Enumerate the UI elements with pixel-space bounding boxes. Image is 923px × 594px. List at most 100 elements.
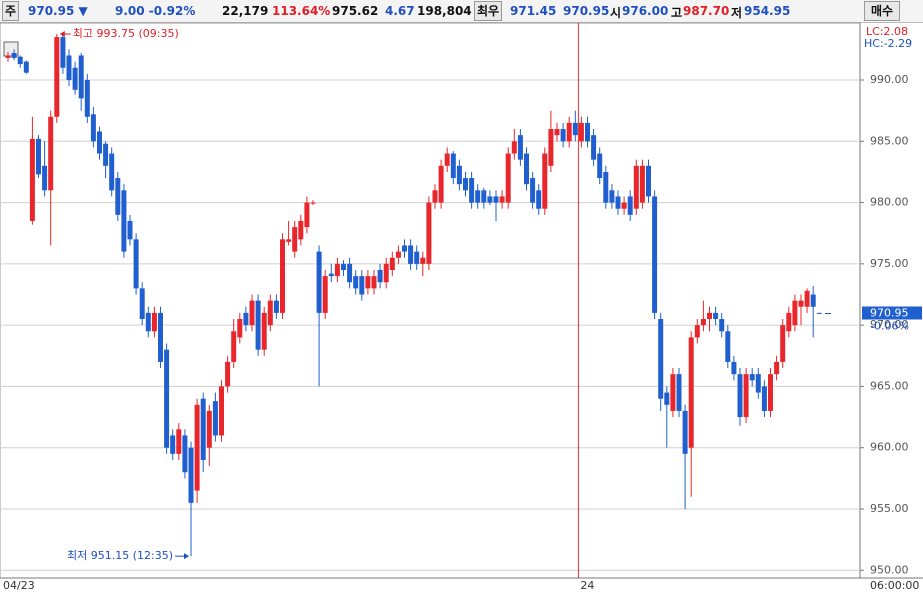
tag: 시: [610, 6, 622, 20]
candle-body: [139, 288, 145, 320]
candle-body: [798, 300, 804, 307]
candle-body: [17, 56, 23, 65]
candle-body: [237, 319, 243, 338]
candle-body: [749, 374, 755, 381]
candle-body: [658, 319, 664, 399]
buy-button[interactable]: 매수: [864, 1, 901, 21]
candle-body: [115, 178, 121, 215]
amount: 198,804: [417, 4, 472, 18]
candle-body: [719, 319, 725, 332]
open: 976.00: [622, 4, 669, 18]
candle-body: [688, 337, 694, 448]
candle-body: [499, 196, 505, 203]
candle-body: [322, 276, 328, 313]
candle-body: [383, 263, 389, 283]
candle-body: [267, 300, 273, 326]
candle-body: [426, 202, 432, 264]
candle-body: [359, 276, 365, 295]
candle-body: [456, 165, 462, 185]
candle-body: [664, 392, 670, 405]
candle-body: [5, 55, 11, 58]
candle-body: [298, 220, 304, 240]
candle-body: [646, 165, 651, 197]
candle-body: [286, 239, 292, 242]
candle-body: [463, 178, 468, 191]
candle-body: [725, 331, 731, 362]
candle-body: [109, 153, 115, 191]
y-tick-label: 950.00: [870, 563, 909, 576]
candle-body: [536, 190, 542, 209]
candle-body: [164, 349, 170, 448]
candle-body: [133, 239, 139, 289]
candle-body: [816, 312, 822, 314]
candle-body: [774, 361, 780, 375]
candle-body: [48, 116, 54, 191]
candle-body: [170, 435, 176, 454]
candle-body: [780, 325, 786, 362]
candle-body: [121, 190, 127, 252]
candle-body: [505, 153, 511, 203]
candle-body: [219, 386, 224, 436]
candle-body: [682, 410, 688, 454]
ref-price: 975.62: [332, 4, 379, 18]
candle-body: [639, 165, 645, 203]
candle-body: [280, 239, 285, 313]
y-tick-label: 985.00: [870, 134, 909, 147]
candle-body: [694, 325, 700, 338]
candle-body: [542, 153, 548, 209]
candle-body: [810, 294, 816, 307]
candle-body: [768, 374, 773, 411]
candle-body: [310, 202, 316, 204]
candle-body: [493, 196, 499, 203]
candle-body: [511, 141, 517, 154]
x-tick-label: 04/23: [3, 579, 35, 592]
candle-body: [127, 220, 133, 240]
candle-body: [591, 135, 597, 160]
candle-body: [182, 435, 188, 473]
candle-body: [408, 245, 414, 264]
candle-body: [627, 196, 633, 215]
candle-body: [36, 138, 41, 175]
candle-body: [438, 165, 444, 203]
candle-body: [328, 273, 334, 277]
x-end-label: 06:00:00: [870, 579, 919, 592]
y-tick-label: 980.00: [870, 196, 909, 209]
candle-body: [469, 178, 475, 203]
candle-body: [54, 37, 60, 117]
candle-body: [66, 55, 72, 81]
candle-body: [566, 122, 572, 142]
candle-body: [517, 135, 523, 160]
candle-body: [145, 312, 151, 332]
candle-body: [90, 114, 96, 142]
low: 954.95: [744, 4, 791, 18]
candle-body: [713, 312, 719, 320]
candle-body: [194, 404, 200, 491]
high-arrowhead: [59, 31, 65, 38]
y-tick-label: 960.00: [870, 441, 909, 454]
candle-body: [487, 196, 493, 203]
ref-change: 4.67: [385, 4, 415, 18]
candle-body: [11, 53, 17, 58]
candle-body: [261, 312, 267, 350]
plot-frame: [0, 22, 861, 579]
candle-body: [371, 276, 377, 289]
candle-body: [670, 374, 676, 411]
candle-body: [78, 55, 84, 99]
candle-body: [255, 300, 261, 350]
candle-body: [29, 138, 35, 221]
candle-body: [243, 312, 249, 326]
candle-body: [249, 300, 255, 326]
candle-body: [615, 196, 621, 209]
candle-body: [212, 401, 218, 436]
volume: 22,179: [222, 4, 269, 18]
candle-body: [450, 153, 456, 179]
candle-body: [84, 80, 90, 117]
candle-body: [578, 122, 584, 142]
candle-body: [334, 263, 340, 277]
candle-body: [273, 300, 279, 313]
candle-body: [804, 290, 810, 307]
candle-body: [609, 190, 615, 203]
candle-body: [377, 269, 383, 283]
y-tick-label: 955.00: [870, 502, 909, 515]
candle-body: [761, 386, 767, 411]
